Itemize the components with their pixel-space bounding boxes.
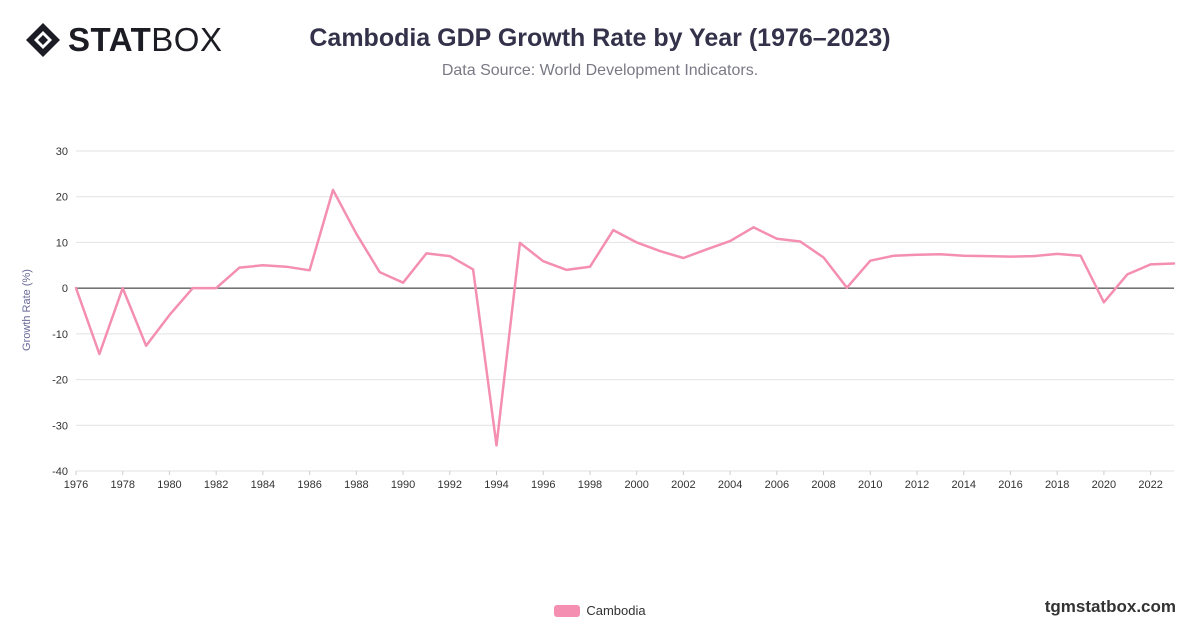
logo-text: STATBOX xyxy=(68,21,222,59)
chart-title: Cambodia GDP Growth Rate by Year (1976–2… xyxy=(309,24,891,52)
data-point[interactable] xyxy=(750,224,756,230)
data-point[interactable] xyxy=(610,227,616,233)
y-tick-label: -40 xyxy=(52,466,68,478)
y-tick-label: -20 xyxy=(52,375,68,387)
data-point[interactable] xyxy=(447,253,453,259)
chart-subtitle: Data Source: World Development Indicator… xyxy=(441,62,759,79)
y-tick-label: 20 xyxy=(56,192,68,204)
data-point[interactable] xyxy=(307,267,313,273)
data-point[interactable] xyxy=(330,187,336,193)
x-tick-label: 1998 xyxy=(578,479,602,491)
data-point[interactable] xyxy=(727,238,733,244)
x-tick-label: 1976 xyxy=(64,479,88,491)
legend[interactable]: Cambodia xyxy=(0,603,1200,618)
x-tick-label: 1990 xyxy=(391,479,415,491)
data-point[interactable] xyxy=(914,252,920,258)
data-point[interactable] xyxy=(237,265,243,271)
x-tick-label: 1982 xyxy=(204,479,228,491)
data-point[interactable] xyxy=(891,253,897,259)
logo-text-light: BOX xyxy=(151,21,223,58)
diamond-logo-icon xyxy=(26,23,60,57)
x-tick-label: 2020 xyxy=(1092,479,1116,491)
data-point[interactable] xyxy=(190,285,196,291)
data-point[interactable] xyxy=(73,285,79,291)
x-tick-label: 2016 xyxy=(998,479,1022,491)
y-axis-label: Growth Rate (%) xyxy=(21,269,33,351)
x-tick-label: 2018 xyxy=(1045,479,1069,491)
data-point[interactable] xyxy=(937,251,943,257)
y-tick-label: 10 xyxy=(56,237,68,249)
data-point[interactable] xyxy=(1101,299,1107,305)
data-point[interactable] xyxy=(984,253,990,259)
x-tick-label: 2022 xyxy=(1138,479,1162,491)
watermark: tgmstatbox.com xyxy=(1044,597,1176,616)
y-tick-label: -10 xyxy=(52,329,68,341)
data-point[interactable] xyxy=(564,267,570,273)
data-point[interactable] xyxy=(213,285,219,291)
data-point[interactable] xyxy=(1171,260,1177,266)
data-point[interactable] xyxy=(96,351,102,357)
x-tick-label: 1992 xyxy=(438,479,462,491)
data-point[interactable] xyxy=(283,264,289,270)
data-point[interactable] xyxy=(494,442,500,448)
data-point[interactable] xyxy=(166,312,172,318)
x-tick-label: 2006 xyxy=(765,479,789,491)
x-tick-label: 2008 xyxy=(811,479,835,491)
statbox-logo: STATBOX xyxy=(24,20,222,60)
data-point[interactable] xyxy=(867,258,873,264)
data-point[interactable] xyxy=(1031,253,1037,259)
x-tick-label: 2000 xyxy=(624,479,648,491)
x-tick-label: 2002 xyxy=(671,479,695,491)
data-point[interactable] xyxy=(774,236,780,242)
x-tick-label: 1984 xyxy=(251,479,275,491)
x-tick-label: 1986 xyxy=(297,479,321,491)
data-point[interactable] xyxy=(634,239,640,245)
data-point[interactable] xyxy=(143,343,149,349)
x-tick-label: 1996 xyxy=(531,479,555,491)
x-tick-label: 2014 xyxy=(952,479,976,491)
data-point[interactable] xyxy=(1078,253,1084,259)
y-tick-label: 30 xyxy=(56,146,68,158)
data-point[interactable] xyxy=(540,258,546,264)
data-point[interactable] xyxy=(821,255,827,261)
data-point[interactable] xyxy=(470,266,476,272)
y-tick-label: 0 xyxy=(62,283,68,295)
data-point[interactable] xyxy=(423,250,429,256)
logo-text-bold: STAT xyxy=(68,21,152,58)
x-tick-label: 2010 xyxy=(858,479,882,491)
y-tick-label: -30 xyxy=(52,420,68,432)
data-point[interactable] xyxy=(377,269,383,275)
x-tick-label: 1988 xyxy=(344,479,368,491)
data-point[interactable] xyxy=(1148,261,1154,267)
data-point[interactable] xyxy=(680,255,686,261)
series-line-cambodia xyxy=(74,188,1176,447)
data-point[interactable] xyxy=(961,253,967,259)
x-tick-label: 1978 xyxy=(110,479,134,491)
data-point[interactable] xyxy=(587,264,593,270)
data-point[interactable] xyxy=(704,246,710,252)
data-point[interactable] xyxy=(400,280,406,286)
x-tick-label: 1980 xyxy=(157,479,181,491)
data-point[interactable] xyxy=(1007,254,1013,260)
legend-label: Cambodia xyxy=(586,603,646,618)
data-point[interactable] xyxy=(517,240,523,246)
data-point[interactable] xyxy=(260,262,266,268)
data-point[interactable] xyxy=(353,231,359,237)
data-point[interactable] xyxy=(1054,251,1060,257)
x-tick-label: 1994 xyxy=(484,479,508,491)
data-point[interactable] xyxy=(844,285,850,291)
x-tick-label: 2012 xyxy=(905,479,929,491)
legend-swatch xyxy=(554,604,581,617)
data-point[interactable] xyxy=(1124,271,1130,277)
data-point[interactable] xyxy=(120,285,126,291)
x-tick-label: 2004 xyxy=(718,479,742,491)
data-point[interactable] xyxy=(797,239,803,245)
data-point[interactable] xyxy=(657,248,663,254)
